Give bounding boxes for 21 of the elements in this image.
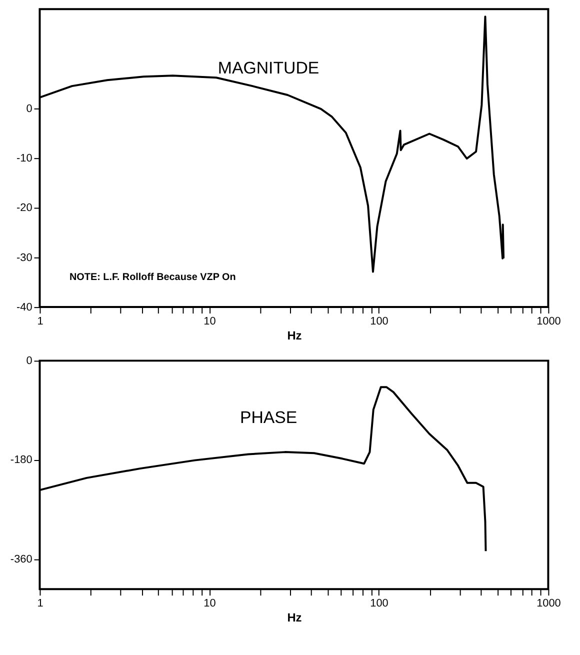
y-tick-label: -180 (10, 454, 32, 466)
x-tick-label: 1 (37, 315, 44, 328)
x-tick-label: 100 (370, 315, 388, 328)
x-tick-label: 100 (370, 597, 388, 610)
y-tick-label: -30 (16, 252, 32, 264)
y-tick-label: -20 (16, 202, 32, 214)
x-axis-title: Hz (287, 328, 302, 342)
x-tick-label: 10 (204, 315, 216, 328)
x-tick-label: 1000 (536, 315, 561, 328)
y-tick-label: -360 (10, 553, 32, 566)
y-tick-label: 0 (26, 102, 32, 115)
text: PHASE (240, 408, 298, 427)
x-tick-label: 10 (204, 597, 216, 610)
y-tick-label: 0 (26, 355, 32, 368)
x-axis-title: Hz (287, 610, 302, 624)
text: MAGNITUDE (218, 58, 320, 78)
y-tick-label: -40 (16, 302, 32, 314)
x-tick-label: 1000 (536, 597, 561, 610)
y-tick-label: -10 (16, 152, 32, 165)
annotation: NOTE: L.F. Rolloff Because VZP On (70, 272, 236, 284)
x-tick-label: 1 (37, 597, 44, 610)
